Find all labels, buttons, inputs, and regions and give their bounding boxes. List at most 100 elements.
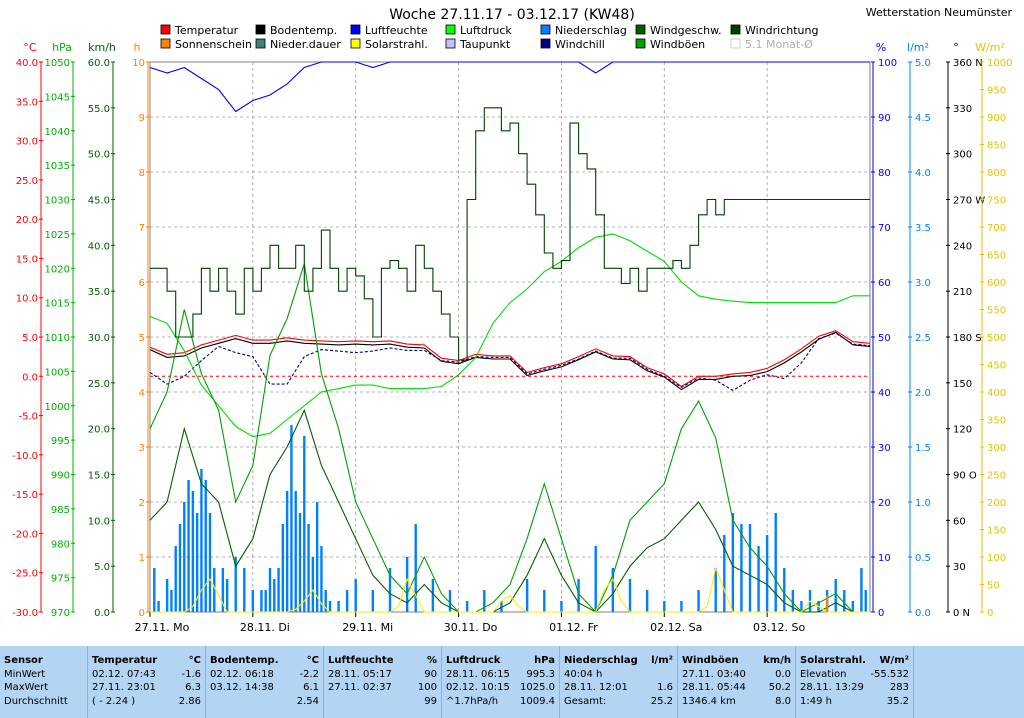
stats-value: l/m² bbox=[651, 655, 673, 666]
right-axis-tick-label: 250 bbox=[987, 471, 1006, 482]
left-axis-tick-label: 35.0 bbox=[16, 97, 38, 108]
stats-column-niederschlag: Niederschlag l/m² 40:04 h 28.11. 12:01 1.6 Ge… bbox=[560, 646, 678, 718]
right-axis-tick-label: 0 bbox=[878, 608, 884, 619]
series-line-solarstrahl bbox=[150, 566, 870, 613]
legend-label-bodentemp: Bodentemp. bbox=[270, 24, 337, 37]
right-axis-tick-label: 3.0 bbox=[915, 278, 931, 289]
stats-value: -2.2 bbox=[299, 668, 319, 680]
left-axis-tick-label: 40.0 bbox=[16, 58, 38, 69]
stats-header: Luftfeuchte% bbox=[324, 654, 441, 668]
rain-bar bbox=[195, 513, 199, 612]
left-axis-tick-label: 1025 bbox=[45, 230, 70, 241]
stats-row: 28.11. 06:15 995.3 bbox=[442, 668, 559, 682]
stats-value: 6.1 bbox=[303, 682, 319, 693]
stats-value: 50.2 bbox=[768, 682, 791, 693]
legend-label-sonnenschein: Sonnenschein bbox=[175, 38, 252, 51]
legend-swatch-nieder-dauer bbox=[255, 38, 266, 49]
rain-bar bbox=[697, 590, 700, 612]
stats-value: 6.3 bbox=[185, 682, 201, 693]
stats-header: Bodentemp. °C bbox=[206, 654, 323, 668]
left-axis-tick-label: 50.0 bbox=[88, 150, 110, 161]
legend-label-luftfeuchte: Luftfeuchte bbox=[365, 24, 428, 37]
rain-bar bbox=[328, 601, 332, 612]
right-axis-tick-label: 2.5 bbox=[915, 333, 931, 344]
stats-label: Luftdruck bbox=[446, 655, 501, 666]
rain-bar bbox=[774, 513, 777, 612]
right-axis-tick-label: 80 bbox=[878, 168, 891, 179]
right-axis-tick-label: 240 bbox=[953, 241, 972, 252]
chart-title: Woche 27.11.17 - 03.12.17 (KW48) bbox=[389, 7, 635, 23]
legend-label-temperatur: Temperatur bbox=[174, 24, 239, 37]
rain-bar bbox=[765, 535, 769, 612]
left-axis-tick-label: 0 bbox=[139, 608, 145, 619]
right-axis-tick-label: 5.0 bbox=[915, 58, 931, 69]
stats-label: 28.11. 06:15 bbox=[446, 668, 510, 680]
rain-bar bbox=[320, 546, 323, 612]
x-axis-label-1: 28.11. Di bbox=[240, 621, 290, 634]
stats-value: 2.54 bbox=[296, 695, 319, 707]
rain-bar bbox=[200, 469, 203, 612]
rain-bar bbox=[740, 524, 743, 612]
rain-bar bbox=[371, 590, 375, 612]
legend-swatch-windchill bbox=[540, 38, 551, 49]
right-axis-tick-label: 3.5 bbox=[915, 223, 931, 234]
left-axis-tick-label: 5.0 bbox=[94, 562, 110, 573]
stats-label: Luftfeuchte bbox=[328, 655, 394, 666]
stats-value: W/m² bbox=[879, 655, 909, 666]
stats-label: 27.11. 03:40 bbox=[682, 668, 746, 680]
right-axis-tick-label: 1.0 bbox=[915, 498, 931, 509]
stats-value: 99 bbox=[424, 695, 437, 707]
series-line-windrichtung bbox=[150, 107, 870, 361]
legend-swatch-bodentemp bbox=[255, 24, 266, 35]
rain-bar bbox=[628, 579, 632, 612]
rain-bar bbox=[757, 546, 760, 612]
rain-bar bbox=[225, 579, 229, 612]
left-axis-tick-label: -10.0 bbox=[12, 451, 38, 462]
stats-label: 28.11. 12:01 bbox=[564, 682, 628, 693]
stats-row: Gesamt: 25.2 bbox=[560, 695, 677, 709]
right-axis-tick-label: 550 bbox=[987, 306, 1006, 317]
left-axis-tick-label: 4 bbox=[139, 388, 145, 399]
right-axis-tick-label: 50 bbox=[878, 333, 891, 344]
rain-bar bbox=[311, 557, 315, 612]
right-axis-tick-label: 400 bbox=[987, 388, 1006, 399]
rain-bar bbox=[714, 568, 717, 612]
legend-swatch-taupunkt bbox=[445, 38, 456, 49]
rain-bar bbox=[204, 480, 207, 612]
right-axis-tick-label: 300 bbox=[953, 150, 972, 161]
legend-label-windb-en: Windböen bbox=[650, 38, 705, 51]
right-axis-tick-label: 500 bbox=[987, 333, 1006, 344]
left-axis-tick-label: 1005 bbox=[45, 367, 70, 378]
x-axis-label-2: 29.11. Mi bbox=[342, 621, 393, 634]
rain-bar bbox=[273, 579, 276, 612]
rain-bar bbox=[414, 524, 417, 612]
legend-swatch-niederschlag bbox=[540, 24, 551, 35]
stats-label: Gesamt: bbox=[564, 695, 607, 707]
stats-label: 02.12. 10:15 bbox=[446, 682, 510, 693]
left-axis-tick-label: 10.0 bbox=[88, 516, 110, 527]
left-axis-tick-label: 980 bbox=[51, 539, 70, 550]
right-axis-tick-label: 30 bbox=[953, 562, 966, 573]
stats-label: 27.11. 23:01 bbox=[92, 682, 156, 693]
axis-unit-h: h bbox=[134, 41, 141, 54]
axis-unit-: % bbox=[876, 41, 886, 54]
stats-row: 28.11. 05:44 50.2 bbox=[678, 681, 795, 695]
left-axis-tick-label: 15.0 bbox=[16, 254, 38, 265]
right-axis-tick-label: 0.0 bbox=[915, 608, 931, 619]
right-axis-tick-label: 60 bbox=[953, 516, 966, 527]
left-axis-tick-label: 40.0 bbox=[88, 241, 110, 252]
stats-row: 27.11. 03:40 0.0 bbox=[678, 668, 795, 682]
rain-bar bbox=[221, 568, 225, 612]
rain-bar bbox=[298, 513, 302, 612]
stats-value: 100 bbox=[417, 682, 437, 693]
stats-value: 8.0 bbox=[775, 695, 791, 707]
left-axis-tick-label: -30.0 bbox=[12, 608, 38, 619]
stats-label: MinWert bbox=[4, 668, 46, 680]
rain-bar bbox=[324, 590, 327, 612]
rain-bar bbox=[294, 491, 297, 612]
stats-row: 27.11. 23:01 6.3 bbox=[88, 681, 205, 695]
legend-label-windrichtung: Windrichtung bbox=[745, 24, 818, 37]
rain-bar bbox=[234, 557, 237, 612]
stats-header: Niederschlag l/m² bbox=[560, 654, 677, 668]
stats-column-luftdruck: Luftdruck hPa 28.11. 06:15 995.3 02.12. 10:1… bbox=[442, 646, 560, 718]
